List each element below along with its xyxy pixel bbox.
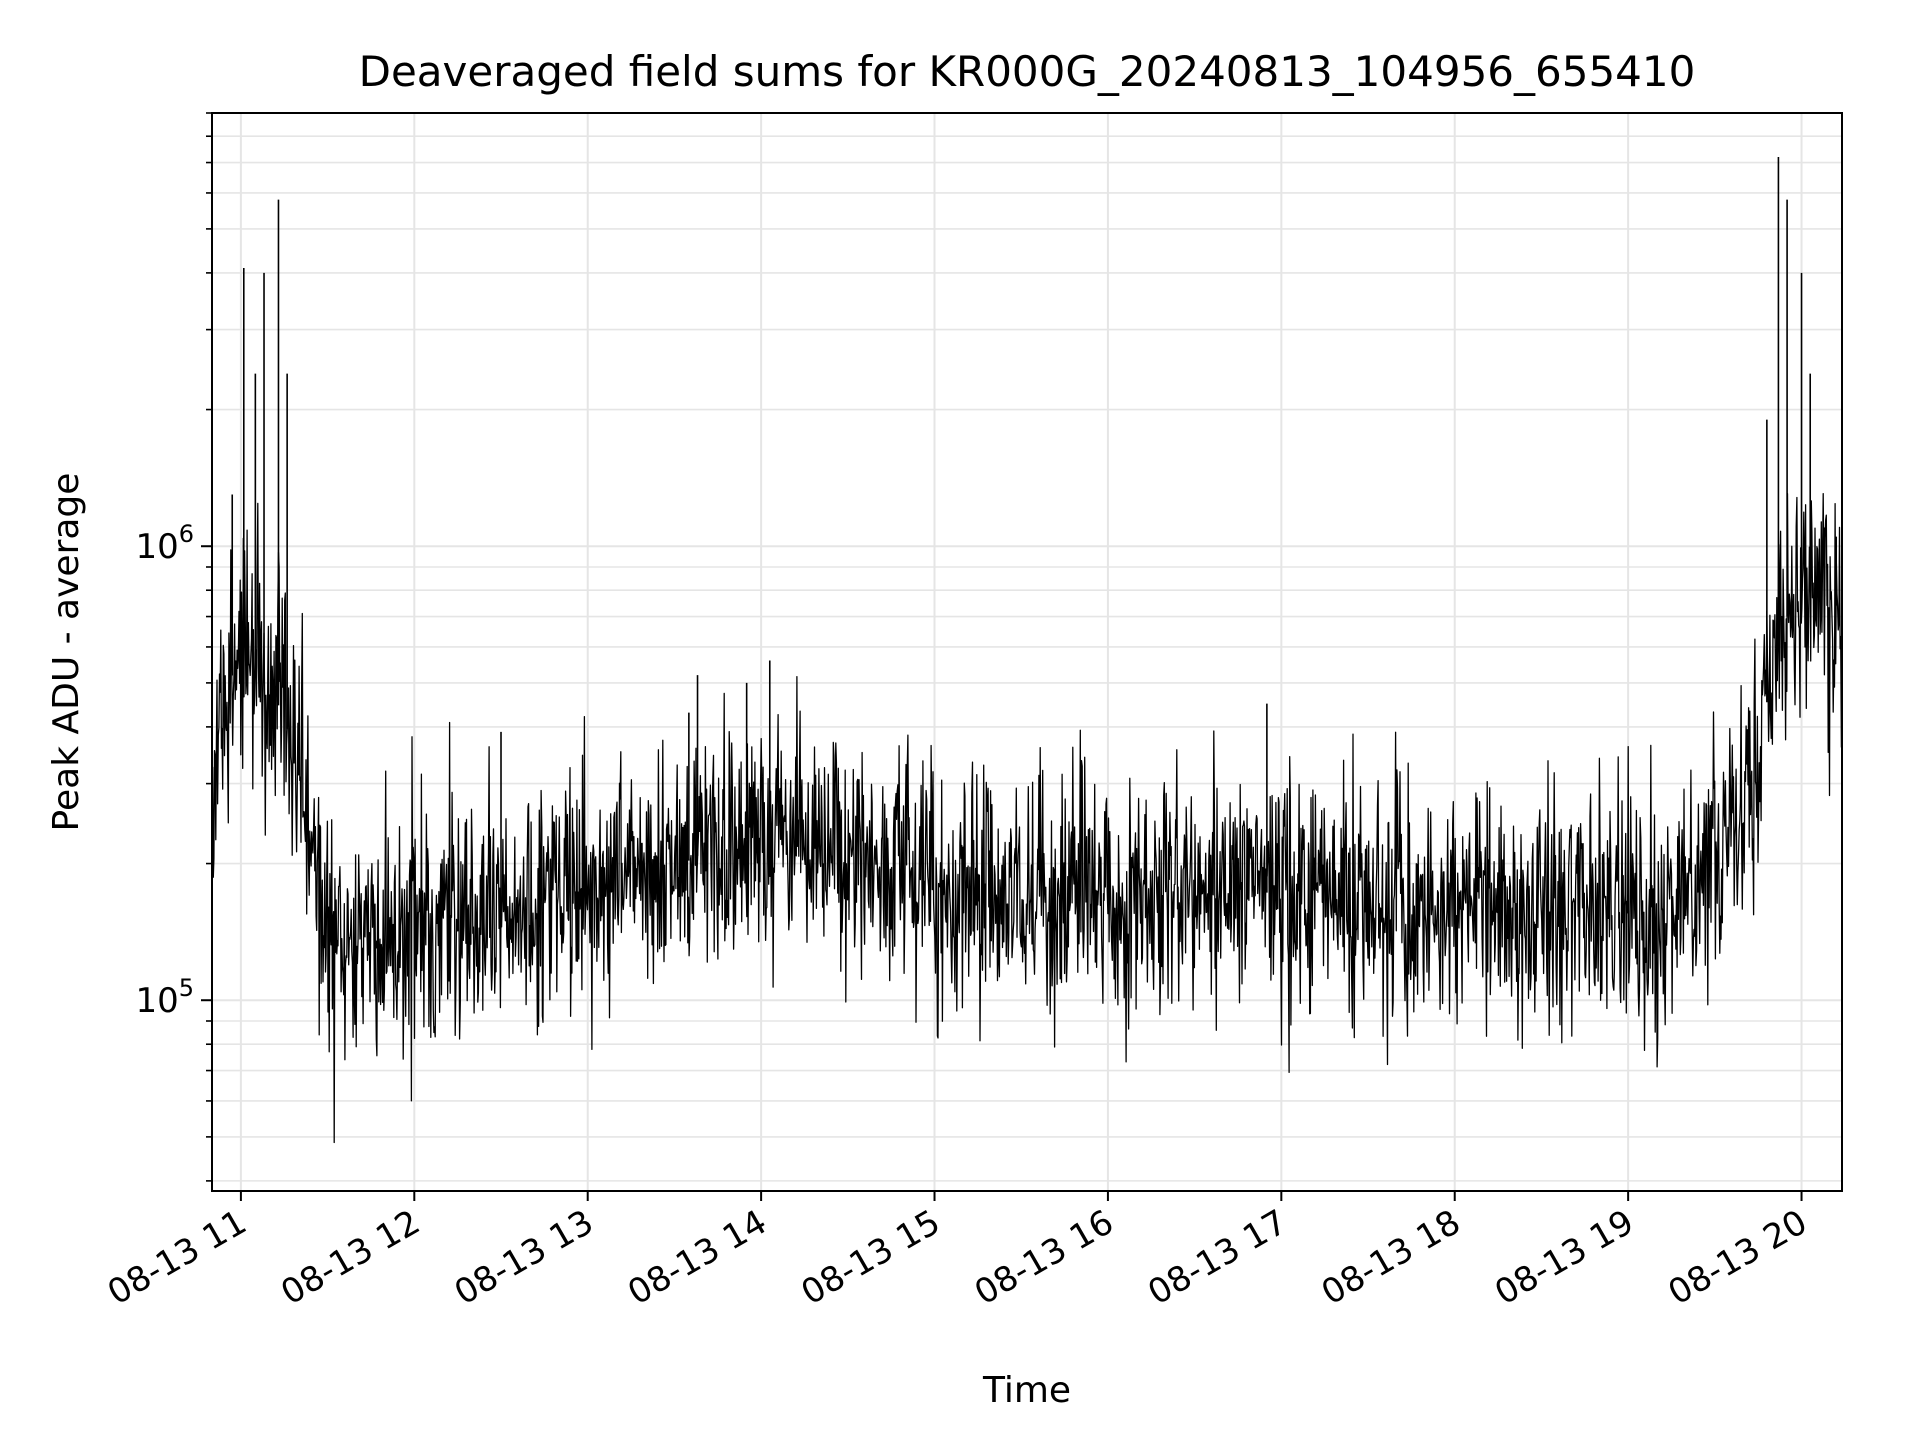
series-layer	[211, 156, 1843, 1144]
chart-title: Deaveraged field sums for KR000G_2024081…	[359, 47, 1696, 96]
plot-frame	[211, 112, 1843, 1192]
y-axis: 105 106	[135, 112, 212, 1182]
y-axis-label: Peak ADU - average	[46, 473, 87, 832]
x-axis-label: Time	[982, 1370, 1071, 1411]
series-line	[211, 492, 1843, 1144]
y-tick-label: 106	[135, 520, 194, 567]
y-tick-label: 105	[135, 974, 194, 1021]
